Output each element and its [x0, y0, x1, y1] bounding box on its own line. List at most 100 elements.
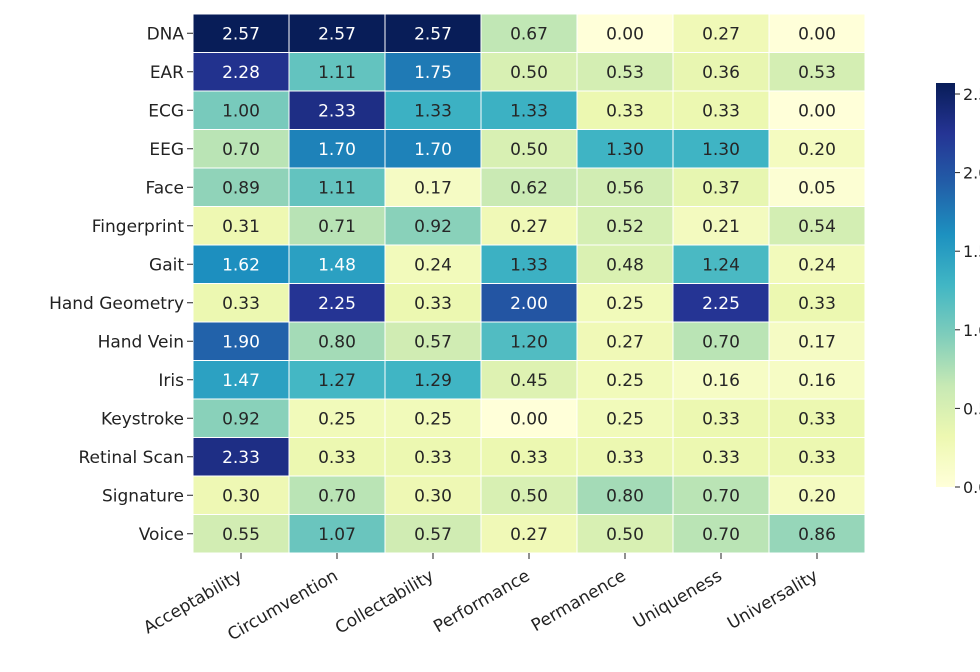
cell-value-label: 2.57: [414, 24, 452, 44]
cell-value-label: 0.33: [798, 409, 836, 429]
heatmap-cell: [768, 398, 866, 438]
cell-value-label: 0.33: [606, 101, 644, 121]
cell-value-label: 0.27: [606, 332, 644, 352]
heatmap-cell: [384, 475, 482, 515]
cell-value-label: 0.57: [414, 332, 452, 352]
cell-value-label: 0.33: [702, 409, 740, 429]
heatmap-cell: [288, 90, 386, 130]
heatmap-cell: [192, 167, 290, 207]
heatmap-cell: [576, 321, 674, 361]
heatmap-cell: [672, 398, 770, 438]
cell-value-label: 0.33: [414, 448, 452, 468]
heatmap-cell: [672, 90, 770, 130]
heatmap-cell: [576, 360, 674, 400]
heatmap-cell: [384, 90, 482, 130]
cell-value-label: 1.11: [318, 178, 356, 198]
heatmap-cell: [672, 283, 770, 323]
cell-value-label: 0.24: [798, 255, 836, 275]
heatmap-cell: [768, 90, 866, 130]
heatmap-cell: [480, 475, 578, 515]
cell-value-label: 0.52: [606, 217, 644, 237]
heatmap-cell: [672, 13, 770, 53]
cell-value-label: 0.33: [414, 294, 452, 314]
cell-value-label: 0.80: [606, 486, 644, 506]
heatmap-cell: [192, 244, 290, 284]
heatmap-cell: [288, 437, 386, 477]
heatmap-cell: [768, 283, 866, 323]
colorbar-tick-label: 0.5: [963, 399, 980, 418]
heatmap-cell: [480, 360, 578, 400]
column-tick-label: Performance: [430, 566, 533, 637]
cell-value-label: 2.57: [318, 24, 356, 44]
cell-value-label: 1.00: [222, 101, 260, 121]
colorbar-scale: [936, 83, 955, 487]
heatmap-cell: [768, 206, 866, 246]
row-tick-label: EAR: [150, 63, 184, 83]
cell-value-label: 1.33: [510, 101, 548, 121]
cell-value-label: 0.62: [510, 178, 548, 198]
colorbar-tick-label: 1.0: [963, 321, 980, 340]
heatmap-cell: [288, 13, 386, 53]
cell-value-label: 2.25: [318, 294, 356, 314]
cell-value-label: 0.30: [414, 486, 452, 506]
heatmap-cell: [192, 475, 290, 515]
cell-value-label: 0.00: [798, 101, 836, 121]
heatmap-cell: [576, 514, 674, 554]
heatmap-cell: [384, 321, 482, 361]
cell-value-label: 0.48: [606, 255, 644, 275]
heatmap-cell: [192, 360, 290, 400]
heatmap-cell: [576, 244, 674, 284]
cell-value-label: 0.53: [606, 63, 644, 83]
cell-value-label: 0.33: [702, 101, 740, 121]
cell-value-label: 0.53: [798, 63, 836, 83]
row-tick-label: Iris: [158, 371, 184, 391]
heatmap-cell: [576, 398, 674, 438]
cell-value-label: 0.70: [318, 486, 356, 506]
cell-value-label: 0.55: [222, 525, 260, 545]
heatmap-cell: [384, 244, 482, 284]
heatmap-cell: [288, 398, 386, 438]
cell-value-label: 0.17: [798, 332, 836, 352]
heatmap-cell: [480, 244, 578, 284]
cell-value-label: 1.47: [222, 371, 260, 391]
cell-value-label: 0.16: [702, 371, 740, 391]
cell-value-label: 1.75: [414, 63, 452, 83]
heatmap-cell: [768, 437, 866, 477]
row-tick-label: Retinal Scan: [78, 448, 184, 468]
colorbar: 0.0 0.5 1.0 1.5 2.0 2.5: [936, 83, 980, 497]
cell-value-label: 0.71: [318, 217, 356, 237]
row-tick-label: Gait: [149, 255, 184, 275]
cell-value-label: 0.70: [702, 525, 740, 545]
cell-value-label: 0.25: [606, 409, 644, 429]
heatmap-cell: [576, 52, 674, 92]
column-tick-label: Universality: [724, 566, 821, 634]
heatmap-cell: [576, 437, 674, 477]
heatmap-cell: [768, 475, 866, 515]
cell-value-label: 1.30: [606, 140, 644, 160]
cell-value-label: 1.33: [414, 101, 452, 121]
cell-value-label: 0.00: [606, 24, 644, 44]
heatmap-cell: [192, 437, 290, 477]
cell-value-label: 0.33: [606, 448, 644, 468]
colorbar-tick-label: 0.0: [963, 478, 980, 497]
heatmap-cell: [288, 283, 386, 323]
cell-value-label: 0.50: [606, 525, 644, 545]
cell-value-label: 0.33: [798, 448, 836, 468]
row-tick-label: Signature: [102, 486, 184, 506]
heatmap-cell: [768, 360, 866, 400]
row-tick-labels: DNA EAR ECG EEG Face Fingerprint Gait Hand Geom…: [49, 24, 193, 545]
heatmap-cells: 2.57 2.57 2.57 0.67 0.00 0.27 0.00 2.28 1.11 1.75…: [192, 13, 866, 554]
cell-value-label: 1.48: [318, 255, 356, 275]
cell-value-label: 1.70: [318, 140, 356, 160]
heatmap-cell: [384, 167, 482, 207]
cell-value-label: 0.36: [702, 63, 740, 83]
cell-value-label: 0.70: [702, 332, 740, 352]
row-tick-label: DNA: [147, 24, 185, 44]
cell-value-label: 0.16: [798, 371, 836, 391]
heatmap-cell: [576, 206, 674, 246]
heatmap-cell: [480, 283, 578, 323]
cell-value-label: 1.33: [510, 255, 548, 275]
cell-value-label: 0.89: [222, 178, 260, 198]
heatmap-cell: [576, 475, 674, 515]
